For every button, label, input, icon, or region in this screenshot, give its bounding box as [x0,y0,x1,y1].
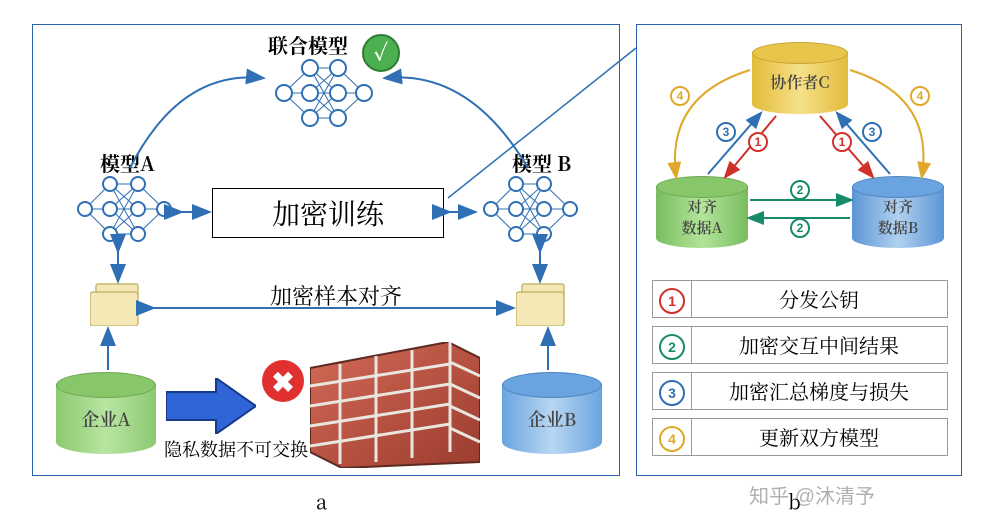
legend-num-1: 1 [659,288,685,314]
svg-text:3: 3 [869,125,876,139]
stage: a b 联合模型 ✓ 模型A [0,0,995,519]
legend-row-4: 4 更新双方模型 [652,418,948,456]
legend-text-4: 更新双方模型 [691,419,947,455]
legend-num-3: 3 [659,380,685,406]
legend-row-3: 3 加密汇总梯度与损失 [652,372,948,410]
svg-text:1: 1 [839,135,846,149]
svg-text:3: 3 [723,125,730,139]
legend-text-2: 加密交互中间结果 [691,327,947,363]
legend-num-2: 2 [659,334,685,360]
svg-text:2: 2 [797,183,804,197]
legend-row-2: 2 加密交互中间结果 [652,326,948,364]
legend-text-3: 加密汇总梯度与损失 [691,373,947,409]
legend-text-1: 分发公钥 [691,281,947,317]
svg-text:2: 2 [797,221,804,235]
svg-text:4: 4 [917,89,924,103]
svg-text:1: 1 [755,135,762,149]
svg-text:4: 4 [677,89,684,103]
legend-row-1: 1 分发公钥 [652,280,948,318]
watermark: 知乎 @沐清予 [749,480,875,509]
legend-num-4: 4 [659,426,685,452]
